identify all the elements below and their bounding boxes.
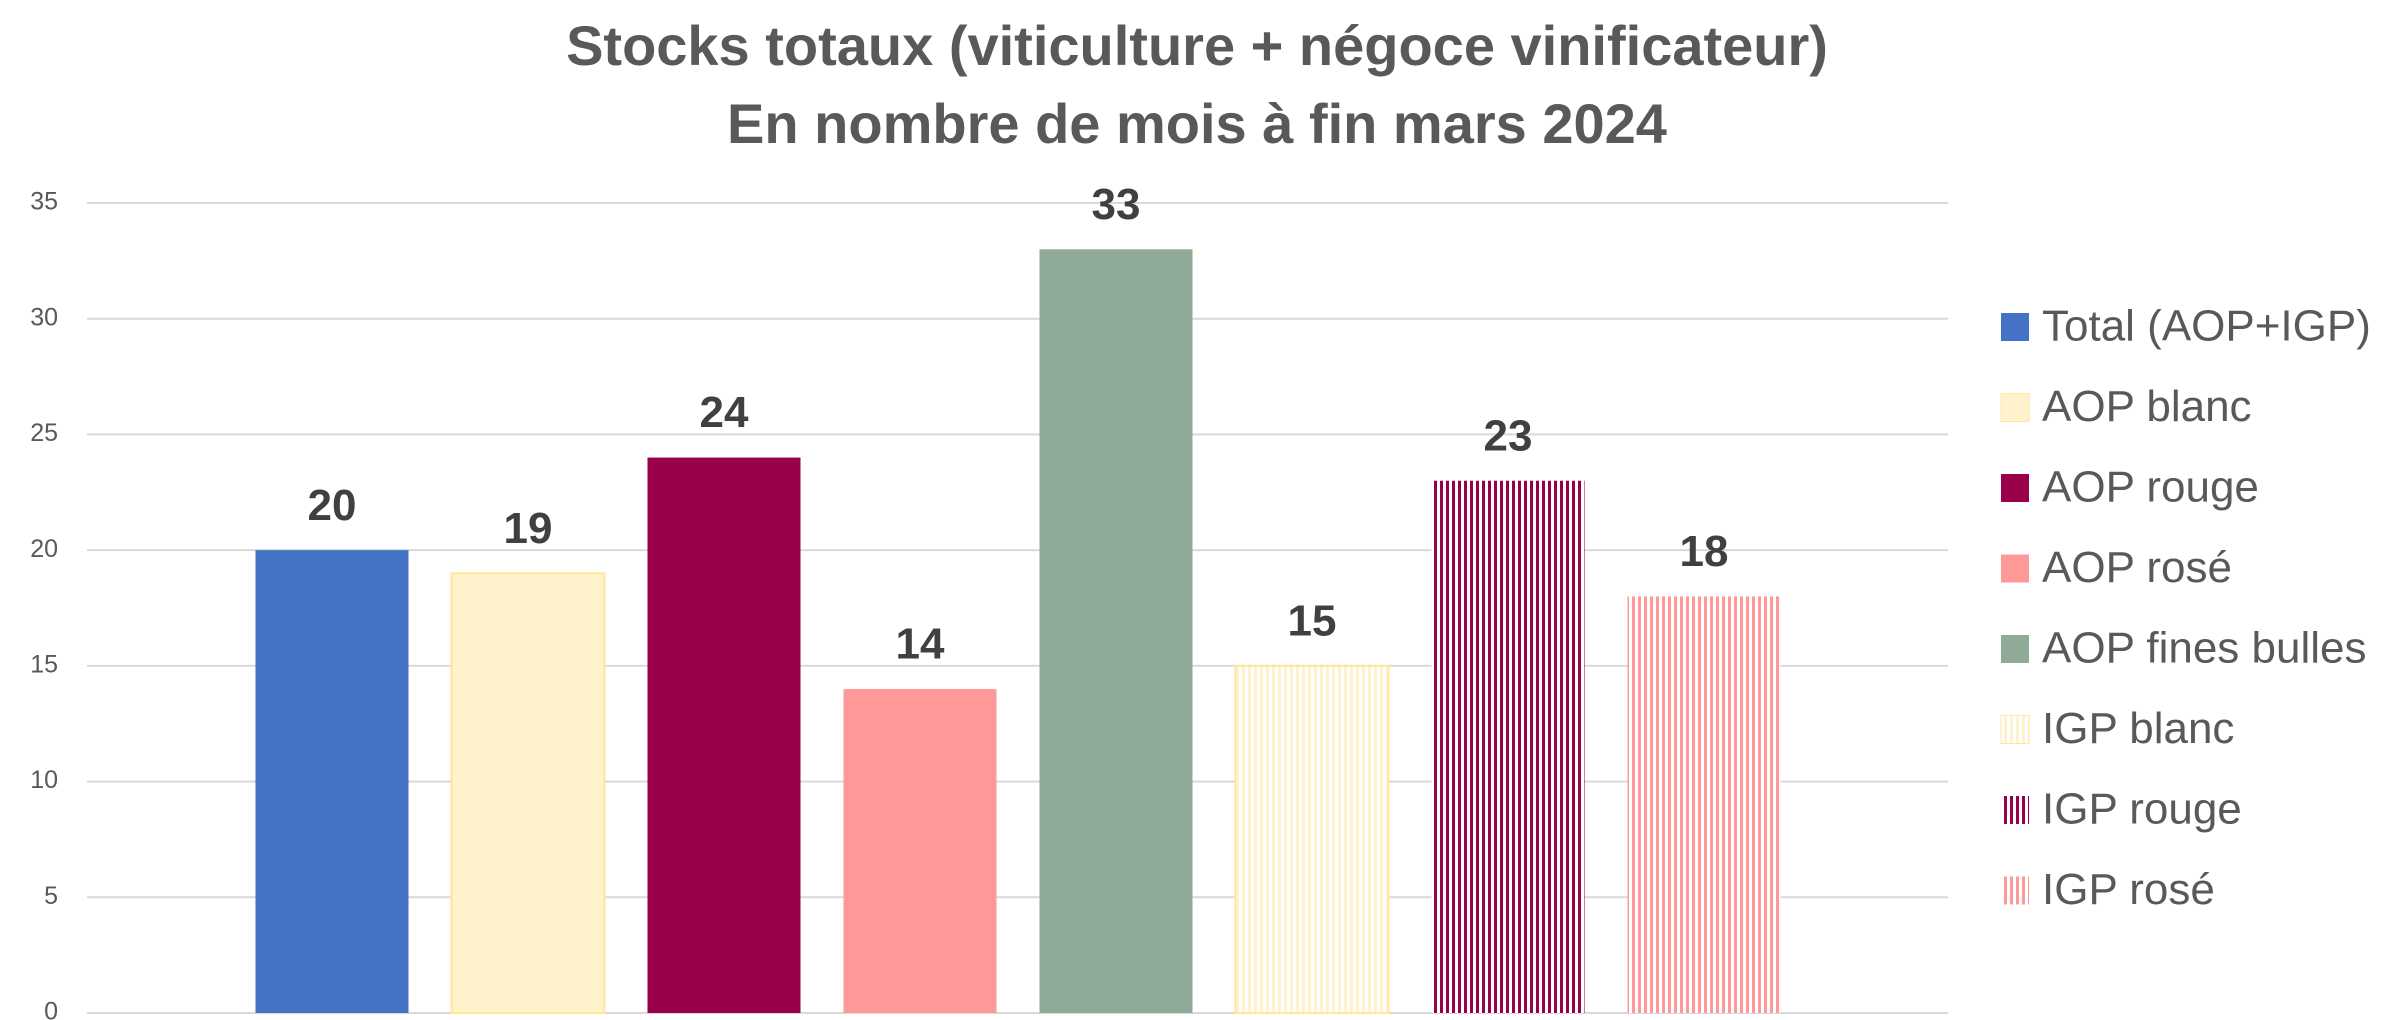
legend-swatch — [2001, 313, 2029, 341]
bar — [1627, 596, 1781, 1013]
y-tick-label: 15 — [30, 650, 58, 678]
legend-swatch — [2001, 876, 2029, 905]
legend-label: IGP blanc — [2042, 704, 2234, 753]
data-label: 33 — [1092, 180, 1141, 229]
bar — [1039, 249, 1193, 1014]
legend-label: AOP fines bulles — [2042, 624, 2366, 673]
bar — [1431, 480, 1585, 1013]
legend-label: AOP blanc — [2042, 382, 2252, 431]
bar — [647, 457, 801, 1014]
legend-label: AOP rosé — [2042, 543, 2232, 592]
data-label: 19 — [504, 504, 553, 553]
legend-swatch — [2001, 474, 2029, 502]
y-tick-label: 25 — [30, 419, 58, 447]
legend-label: Total (AOP+IGP) — [2042, 302, 2371, 351]
data-label: 18 — [1680, 527, 1729, 576]
data-label: 15 — [1288, 596, 1337, 645]
bar — [255, 550, 409, 1013]
chart-title: Stocks totaux (viticulture + négoce vini… — [566, 14, 1828, 77]
legend-swatch — [2001, 635, 2029, 663]
chart-subtitle: En nombre de mois à fin mars 2024 — [727, 92, 1667, 155]
y-tick-label: 10 — [30, 766, 58, 794]
y-tick-label: 30 — [30, 303, 58, 331]
bar — [843, 689, 997, 1013]
data-label: 14 — [896, 620, 945, 669]
legend-label: AOP rouge — [2042, 463, 2259, 512]
data-label: 24 — [700, 388, 749, 437]
legend-swatch — [2000, 715, 2030, 744]
y-tick-label: 0 — [44, 998, 58, 1020]
data-label: 23 — [1484, 411, 1533, 460]
legend-swatch — [2000, 393, 2030, 422]
legend-label: IGP rosé — [2042, 865, 2215, 914]
legend-label: IGP rouge — [2042, 785, 2242, 834]
legend-swatch — [2001, 554, 2029, 583]
bar — [450, 572, 606, 1014]
bar — [1234, 664, 1390, 1014]
data-label: 20 — [308, 481, 357, 530]
y-tick-label: 35 — [30, 188, 58, 216]
legend-swatch — [2001, 796, 2029, 824]
y-tick-label: 5 — [44, 882, 58, 910]
y-tick-label: 20 — [30, 535, 58, 563]
